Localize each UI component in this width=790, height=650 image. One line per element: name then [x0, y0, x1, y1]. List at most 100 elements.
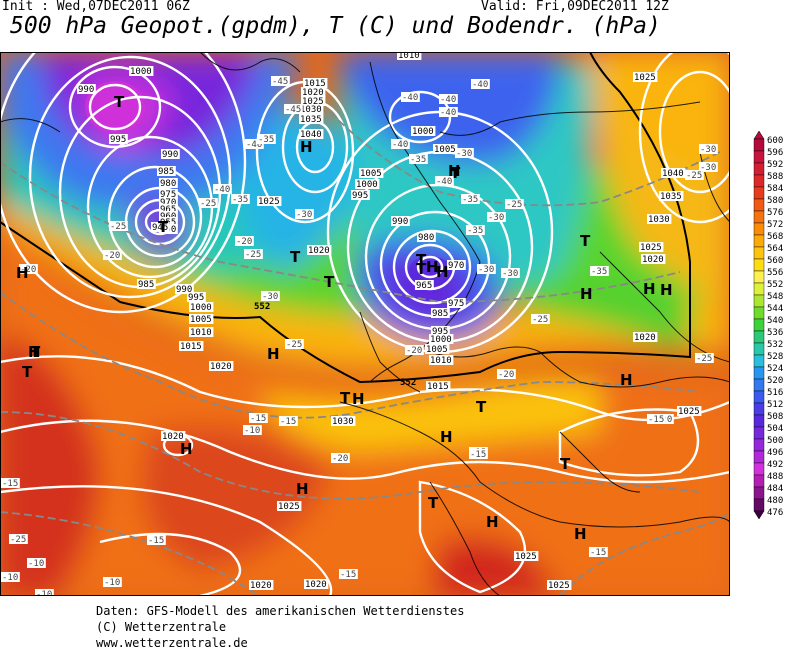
isobar-label-box	[161, 149, 180, 159]
temp-label-box	[439, 94, 458, 104]
temp-label-box	[409, 154, 428, 164]
isobar-label-box	[355, 179, 380, 189]
low-pressure-marker: T	[290, 248, 301, 266]
temperature-label: -45	[285, 105, 301, 115]
high-pressure-marker: H	[448, 162, 461, 180]
isobar-label: 1025	[634, 73, 656, 83]
legend-swatch	[753, 330, 765, 344]
temperature-label: -25	[10, 535, 26, 545]
high-pressure-marker: H	[486, 513, 499, 531]
isobar-label: 1015	[304, 79, 326, 89]
temp-label-box	[471, 79, 490, 89]
temperature-label: -15	[590, 548, 606, 558]
isobar-label: 990	[78, 85, 94, 95]
temperature-label: -30	[478, 265, 494, 275]
legend-swatch	[753, 402, 765, 416]
isobar-label-box	[129, 66, 154, 76]
temp-label-box	[466, 225, 485, 235]
temp-label-box	[279, 416, 298, 426]
isobar-label-box	[633, 332, 658, 342]
legend-swatch	[753, 246, 765, 260]
isobar-label-box	[641, 254, 666, 264]
isobar-label: 990	[162, 150, 178, 160]
isobar-label: 965	[160, 205, 176, 215]
credit-website[interactable]: www.wetterzentrale.de	[96, 636, 248, 650]
temperature-label: -20	[498, 370, 514, 380]
isobar-label: 995	[188, 293, 204, 303]
isobar-label-box	[189, 327, 214, 337]
isobar-label: 1040	[662, 169, 684, 179]
isobar-label: 985	[138, 280, 154, 290]
temperature-label: -10	[2, 573, 18, 583]
legend-label: 556	[767, 268, 783, 278]
legend-swatch	[753, 210, 765, 224]
temperature-label: -15	[340, 570, 356, 580]
isobar-label: 1010	[190, 328, 212, 338]
isobar-label-box	[257, 196, 282, 206]
temperature-label: -20	[104, 251, 120, 261]
temp-label-box	[103, 250, 122, 260]
temp-label-box	[213, 184, 232, 194]
legend-label: 540	[767, 316, 783, 326]
isobar-label-box	[417, 232, 436, 242]
legend-swatch	[753, 294, 765, 308]
temperature-label: -40	[246, 140, 262, 150]
init-time: Init : Wed,07DEC2011 06Z	[2, 0, 190, 14]
isobar-label: 1015	[427, 382, 449, 392]
temperature-label: -35	[410, 155, 426, 165]
temp-label-box	[391, 139, 410, 149]
isobar-label-box	[411, 126, 436, 136]
isobar-label: 1025	[302, 97, 324, 107]
temp-label-box	[469, 449, 488, 459]
high-pressure-marker: H	[426, 258, 439, 276]
isobar-label-box	[397, 52, 422, 60]
temp-label-box	[531, 314, 550, 324]
temperature-label: -15	[250, 414, 266, 424]
isobar-label-box	[514, 551, 539, 561]
temp-label-box	[497, 369, 516, 379]
temp-label-box	[271, 76, 290, 86]
temp-label-box	[699, 144, 718, 154]
temperature-label: -30	[700, 163, 716, 173]
low-pressure-marker: T	[416, 251, 427, 269]
low-pressure-marker: T	[22, 363, 33, 381]
legend-swatch	[753, 150, 765, 164]
isobar-label-box	[157, 166, 176, 176]
credit-data-source: Daten: GFS-Modell des amerikanischen Wet…	[96, 604, 465, 618]
temperature-label: -25	[532, 315, 548, 325]
temp-label-box	[109, 221, 128, 231]
temp-label-box	[505, 199, 524, 209]
temperature-label: -40	[392, 140, 408, 150]
high-pressure-marker: H	[440, 428, 453, 446]
isobar-label-box	[161, 431, 186, 441]
legend-label: 508	[767, 412, 783, 422]
isobar-label-box	[447, 298, 466, 308]
isobar-label-box	[77, 84, 96, 94]
temperature-label: -20	[20, 265, 36, 275]
isobar-label: 1010	[398, 52, 420, 61]
high-pressure-marker: H	[574, 525, 587, 543]
temperature-label: -35	[462, 195, 478, 205]
legend-label: 552	[767, 280, 783, 290]
isobar-label-box	[189, 314, 214, 324]
low-pressure-marker: T	[114, 93, 125, 111]
isobar-label-box	[431, 326, 450, 336]
map-title: 500 hPa Geopot.(gpdm), T (C) und Bodendr…	[10, 13, 661, 39]
isobar-label-box	[187, 292, 206, 302]
isobar-label: 1025	[548, 581, 570, 591]
legend-label: 492	[767, 460, 783, 470]
isobar-label: 1020	[210, 362, 232, 372]
legend-label: 520	[767, 376, 783, 386]
temp-label-box	[295, 209, 314, 219]
legend-label: 504	[767, 424, 783, 434]
low-pressure-marker: T	[560, 455, 571, 473]
temperature-label: -25	[245, 250, 261, 260]
isobar-label: 1025	[258, 197, 280, 207]
temp-label-box	[249, 413, 268, 423]
high-pressure-marker: H	[660, 281, 673, 299]
isobar-label-box	[661, 168, 686, 178]
legend-label: 576	[767, 208, 783, 218]
temperature-label: -30	[456, 149, 472, 159]
isobar-label-box	[659, 191, 684, 201]
low-pressure-marker: T	[450, 164, 461, 182]
